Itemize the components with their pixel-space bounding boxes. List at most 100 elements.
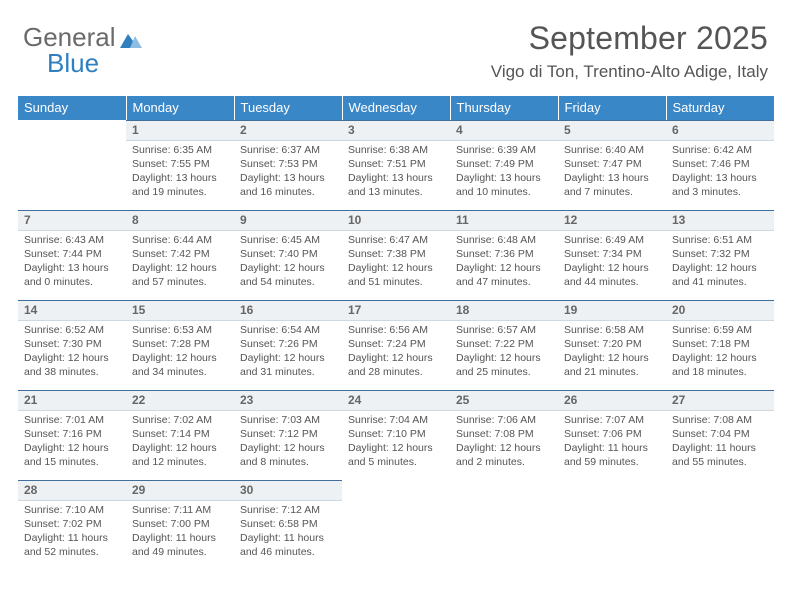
calendar-cell: 1Sunrise: 6:35 AMSunset: 7:55 PMDaylight… <box>126 120 234 210</box>
brand-mark-icon <box>120 26 142 52</box>
day-number: 21 <box>18 390 126 411</box>
calendar-cell <box>558 480 666 570</box>
weekday-header: Monday <box>126 96 234 120</box>
day-details: Sunrise: 6:44 AMSunset: 7:42 PMDaylight:… <box>126 231 234 293</box>
calendar-cell: 27Sunrise: 7:08 AMSunset: 7:04 PMDayligh… <box>666 390 774 480</box>
day-details: Sunrise: 6:37 AMSunset: 7:53 PMDaylight:… <box>234 141 342 203</box>
calendar-cell: 23Sunrise: 7:03 AMSunset: 7:12 PMDayligh… <box>234 390 342 480</box>
day-details: Sunrise: 6:35 AMSunset: 7:55 PMDaylight:… <box>126 141 234 203</box>
calendar-cell: 22Sunrise: 7:02 AMSunset: 7:14 PMDayligh… <box>126 390 234 480</box>
day-number: 9 <box>234 210 342 231</box>
day-details: Sunrise: 6:59 AMSunset: 7:18 PMDaylight:… <box>666 321 774 383</box>
day-number: 15 <box>126 300 234 321</box>
calendar-cell: 5Sunrise: 6:40 AMSunset: 7:47 PMDaylight… <box>558 120 666 210</box>
day-number: 14 <box>18 300 126 321</box>
day-details: Sunrise: 7:04 AMSunset: 7:10 PMDaylight:… <box>342 411 450 473</box>
day-details: Sunrise: 6:57 AMSunset: 7:22 PMDaylight:… <box>450 321 558 383</box>
day-number: 16 <box>234 300 342 321</box>
calendar-cell: 6Sunrise: 6:42 AMSunset: 7:46 PMDaylight… <box>666 120 774 210</box>
day-number: 18 <box>450 300 558 321</box>
day-number: 6 <box>666 120 774 141</box>
calendar-cell: 29Sunrise: 7:11 AMSunset: 7:00 PMDayligh… <box>126 480 234 570</box>
day-details: Sunrise: 7:11 AMSunset: 7:00 PMDaylight:… <box>126 501 234 563</box>
day-number: 8 <box>126 210 234 231</box>
day-number: 23 <box>234 390 342 411</box>
calendar-cell: 30Sunrise: 7:12 AMSunset: 6:58 PMDayligh… <box>234 480 342 570</box>
day-details: Sunrise: 6:49 AMSunset: 7:34 PMDaylight:… <box>558 231 666 293</box>
weekday-header: Tuesday <box>234 96 342 120</box>
day-number: 20 <box>666 300 774 321</box>
calendar-cell: 19Sunrise: 6:58 AMSunset: 7:20 PMDayligh… <box>558 300 666 390</box>
day-details: Sunrise: 6:48 AMSunset: 7:36 PMDaylight:… <box>450 231 558 293</box>
calendar-cell: 3Sunrise: 6:38 AMSunset: 7:51 PMDaylight… <box>342 120 450 210</box>
day-number: 2 <box>234 120 342 141</box>
calendar-cell: 12Sunrise: 6:49 AMSunset: 7:34 PMDayligh… <box>558 210 666 300</box>
weekday-header: Friday <box>558 96 666 120</box>
calendar-cell: 20Sunrise: 6:59 AMSunset: 7:18 PMDayligh… <box>666 300 774 390</box>
day-details: Sunrise: 7:02 AMSunset: 7:14 PMDaylight:… <box>126 411 234 473</box>
day-details: Sunrise: 6:53 AMSunset: 7:28 PMDaylight:… <box>126 321 234 383</box>
day-details: Sunrise: 6:39 AMSunset: 7:49 PMDaylight:… <box>450 141 558 203</box>
calendar-cell: 4Sunrise: 6:39 AMSunset: 7:49 PMDaylight… <box>450 120 558 210</box>
brand-logo: General Blue <box>23 24 142 76</box>
day-details: Sunrise: 6:42 AMSunset: 7:46 PMDaylight:… <box>666 141 774 203</box>
day-details: Sunrise: 7:10 AMSunset: 7:02 PMDaylight:… <box>18 501 126 563</box>
day-details: Sunrise: 6:56 AMSunset: 7:24 PMDaylight:… <box>342 321 450 383</box>
day-details: Sunrise: 6:58 AMSunset: 7:20 PMDaylight:… <box>558 321 666 383</box>
day-details: Sunrise: 6:54 AMSunset: 7:26 PMDaylight:… <box>234 321 342 383</box>
day-details: Sunrise: 7:01 AMSunset: 7:16 PMDaylight:… <box>18 411 126 473</box>
page-title: September 2025 <box>529 20 768 57</box>
day-number: 19 <box>558 300 666 321</box>
weekday-header: Saturday <box>666 96 774 120</box>
day-number: 17 <box>342 300 450 321</box>
calendar-cell: 24Sunrise: 7:04 AMSunset: 7:10 PMDayligh… <box>342 390 450 480</box>
day-number: 10 <box>342 210 450 231</box>
day-number: 11 <box>450 210 558 231</box>
calendar-cell: 26Sunrise: 7:07 AMSunset: 7:06 PMDayligh… <box>558 390 666 480</box>
day-number: 7 <box>18 210 126 231</box>
brand-line2: Blue <box>47 50 142 76</box>
calendar-cell: 13Sunrise: 6:51 AMSunset: 7:32 PMDayligh… <box>666 210 774 300</box>
calendar-cell <box>342 480 450 570</box>
day-details: Sunrise: 6:47 AMSunset: 7:38 PMDaylight:… <box>342 231 450 293</box>
day-details: Sunrise: 7:06 AMSunset: 7:08 PMDaylight:… <box>450 411 558 473</box>
day-details: Sunrise: 6:43 AMSunset: 7:44 PMDaylight:… <box>18 231 126 293</box>
calendar-cell: 21Sunrise: 7:01 AMSunset: 7:16 PMDayligh… <box>18 390 126 480</box>
calendar-cell: 18Sunrise: 6:57 AMSunset: 7:22 PMDayligh… <box>450 300 558 390</box>
day-number: 26 <box>558 390 666 411</box>
calendar-cell: 16Sunrise: 6:54 AMSunset: 7:26 PMDayligh… <box>234 300 342 390</box>
calendar-page: General Blue September 2025 Vigo di Ton,… <box>0 0 792 612</box>
day-details: Sunrise: 6:52 AMSunset: 7:30 PMDaylight:… <box>18 321 126 383</box>
calendar-cell: 17Sunrise: 6:56 AMSunset: 7:24 PMDayligh… <box>342 300 450 390</box>
calendar-header-row: SundayMondayTuesdayWednesdayThursdayFrid… <box>18 96 774 120</box>
day-number: 29 <box>126 480 234 501</box>
calendar-cell: 7Sunrise: 6:43 AMSunset: 7:44 PMDaylight… <box>18 210 126 300</box>
weekday-header: Wednesday <box>342 96 450 120</box>
calendar-cell: 8Sunrise: 6:44 AMSunset: 7:42 PMDaylight… <box>126 210 234 300</box>
calendar-cell: 15Sunrise: 6:53 AMSunset: 7:28 PMDayligh… <box>126 300 234 390</box>
day-number: 5 <box>558 120 666 141</box>
day-details: Sunrise: 7:07 AMSunset: 7:06 PMDaylight:… <box>558 411 666 473</box>
calendar-cell <box>18 120 126 210</box>
calendar-cell: 25Sunrise: 7:06 AMSunset: 7:08 PMDayligh… <box>450 390 558 480</box>
day-number: 28 <box>18 480 126 501</box>
day-number: 3 <box>342 120 450 141</box>
header: General Blue September 2025 Vigo di Ton,… <box>18 18 774 96</box>
calendar-cell: 11Sunrise: 6:48 AMSunset: 7:36 PMDayligh… <box>450 210 558 300</box>
calendar-cell: 10Sunrise: 6:47 AMSunset: 7:38 PMDayligh… <box>342 210 450 300</box>
day-number: 22 <box>126 390 234 411</box>
day-details: Sunrise: 6:51 AMSunset: 7:32 PMDaylight:… <box>666 231 774 293</box>
day-details: Sunrise: 7:03 AMSunset: 7:12 PMDaylight:… <box>234 411 342 473</box>
day-details: Sunrise: 6:40 AMSunset: 7:47 PMDaylight:… <box>558 141 666 203</box>
day-number: 1 <box>126 120 234 141</box>
day-details: Sunrise: 7:12 AMSunset: 6:58 PMDaylight:… <box>234 501 342 563</box>
day-details: Sunrise: 7:08 AMSunset: 7:04 PMDaylight:… <box>666 411 774 473</box>
weekday-header: Sunday <box>18 96 126 120</box>
calendar-body: 1Sunrise: 6:35 AMSunset: 7:55 PMDaylight… <box>18 120 774 570</box>
day-number: 12 <box>558 210 666 231</box>
calendar-cell: 14Sunrise: 6:52 AMSunset: 7:30 PMDayligh… <box>18 300 126 390</box>
day-number: 30 <box>234 480 342 501</box>
page-subtitle: Vigo di Ton, Trentino-Alto Adige, Italy <box>491 62 768 82</box>
day-number: 4 <box>450 120 558 141</box>
calendar-cell <box>450 480 558 570</box>
